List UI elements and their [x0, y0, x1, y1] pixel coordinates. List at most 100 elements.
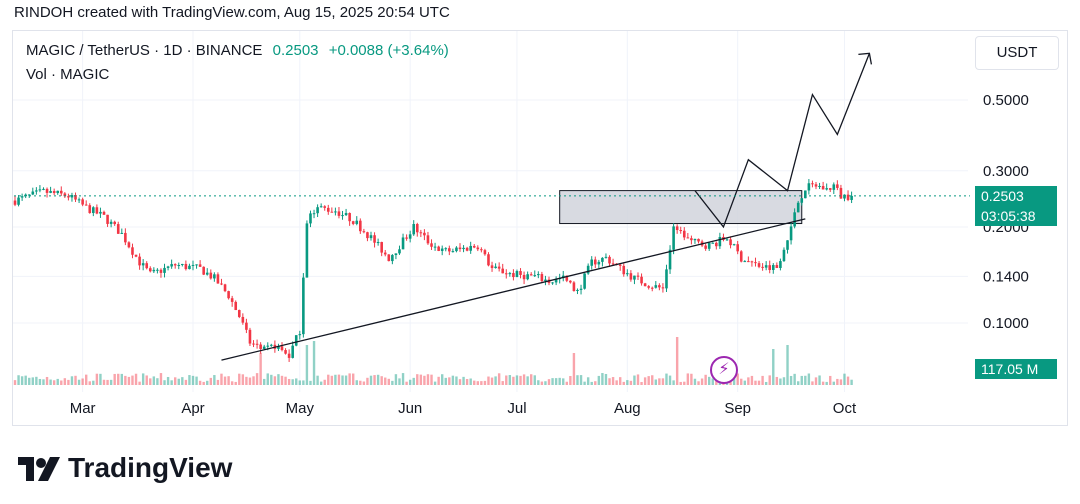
price-tag-countdown: 03:05:38: [981, 208, 1036, 224]
candle-body: [88, 205, 92, 214]
candle-body: [540, 274, 544, 282]
candle-body: [608, 256, 611, 264]
volume-bar: [412, 377, 415, 385]
candle-body: [807, 183, 811, 191]
lightning-icon[interactable]: ⚡: [710, 356, 738, 384]
volume-bar: [797, 381, 800, 385]
volume-bar: [60, 380, 63, 385]
volume-bar: [416, 374, 419, 385]
volume-bar: [223, 376, 227, 385]
volume-bar: [590, 381, 593, 385]
candle-body: [618, 264, 622, 266]
candle-body: [569, 280, 572, 283]
volume-bar: [152, 376, 156, 385]
candle-body: [611, 263, 615, 265]
candle-body: [451, 251, 455, 253]
volume-bar: [131, 375, 134, 385]
candle-body: [145, 263, 149, 269]
candle-body: [832, 184, 836, 190]
y-tick-label: 0.1000: [983, 315, 1029, 332]
volume-bar: [141, 373, 145, 385]
volume-bar: [569, 376, 572, 385]
candle-body: [131, 247, 134, 255]
volume-bar: [85, 374, 88, 385]
candle-body: [188, 265, 191, 270]
x-tick-label: Jul: [507, 400, 526, 417]
candle-body: [159, 269, 163, 273]
price-tag: 0.2503 03:05:38: [975, 186, 1057, 226]
volume-bar: [846, 376, 850, 385]
candle-body: [419, 232, 423, 234]
candle-body: [38, 189, 42, 191]
volume-bar: [626, 380, 629, 385]
volume-bar: [74, 375, 77, 385]
volume-bar: [675, 337, 679, 385]
volume-bar: [494, 376, 497, 385]
tradingview-brand[interactable]: TradingView: [16, 452, 232, 484]
candle-body: [779, 261, 782, 268]
candle-body: [398, 249, 401, 254]
volume-bar: [437, 376, 440, 385]
currency-button[interactable]: USDT: [975, 36, 1059, 70]
volume-bar: [277, 374, 280, 385]
symbol-name[interactable]: MAGIC / TetherUS · 1D · BINANCE: [26, 42, 263, 59]
volume-bar: [804, 375, 807, 385]
candle-body: [647, 286, 650, 288]
candle-body: [483, 250, 487, 255]
candle-body: [148, 268, 152, 272]
y-tick-label: 0.1400: [983, 268, 1029, 285]
candle-body: [729, 239, 732, 246]
candle-body: [195, 264, 198, 266]
volume-bar: [401, 373, 405, 385]
volume-bar: [38, 378, 42, 385]
candle-body: [255, 343, 259, 345]
candle-body: [690, 238, 693, 241]
candle-body: [526, 274, 529, 280]
candle-body: [67, 196, 70, 198]
candle-body: [565, 275, 569, 281]
candle-body: [754, 262, 757, 264]
candle-body: [170, 264, 173, 267]
volume-bar: [220, 373, 223, 385]
candle-body: [846, 194, 850, 200]
candle-body: [537, 274, 540, 276]
volume-bar: [665, 373, 668, 385]
symbol-legend[interactable]: MAGIC / TetherUS · 1D · BINANCE 0.2503 +…: [26, 42, 449, 59]
tradingview-logo-icon: [18, 457, 60, 481]
x-tick-label: Mar: [70, 400, 96, 417]
volume-bar: [319, 381, 323, 385]
candle-body: [294, 335, 298, 346]
candle-body: [391, 255, 394, 262]
candle-body: [654, 285, 658, 288]
drawings[interactable]: [14, 52, 970, 361]
candle-body: [74, 195, 77, 200]
candle-body: [348, 213, 351, 222]
candle-body: [70, 195, 74, 198]
volume-bar: [448, 377, 451, 385]
candle-body: [462, 247, 465, 250]
volume-bar: [747, 377, 750, 385]
candle-body: [49, 191, 52, 193]
volume-bar: [181, 377, 184, 385]
candle-body: [825, 188, 828, 190]
candle-body: [718, 236, 722, 247]
candle-body: [181, 263, 184, 266]
candle-body: [284, 350, 287, 354]
volume-bar: [775, 376, 779, 385]
x-tick-label: Sep: [724, 400, 751, 417]
candle-body: [369, 235, 373, 239]
volume-bar: [654, 379, 657, 385]
volume-legend[interactable]: Vol · MAGIC: [26, 66, 110, 83]
candle-body: [504, 273, 508, 275]
volume-bar: [216, 379, 220, 385]
volume-bar: [330, 375, 334, 385]
candle-body: [359, 220, 362, 232]
candle-body: [63, 193, 67, 197]
volume-bar: [708, 376, 711, 385]
candle-body: [305, 223, 309, 278]
x-tick-label: Aug: [614, 400, 641, 417]
candle-body: [750, 261, 754, 263]
volume-bars: [13, 337, 853, 385]
